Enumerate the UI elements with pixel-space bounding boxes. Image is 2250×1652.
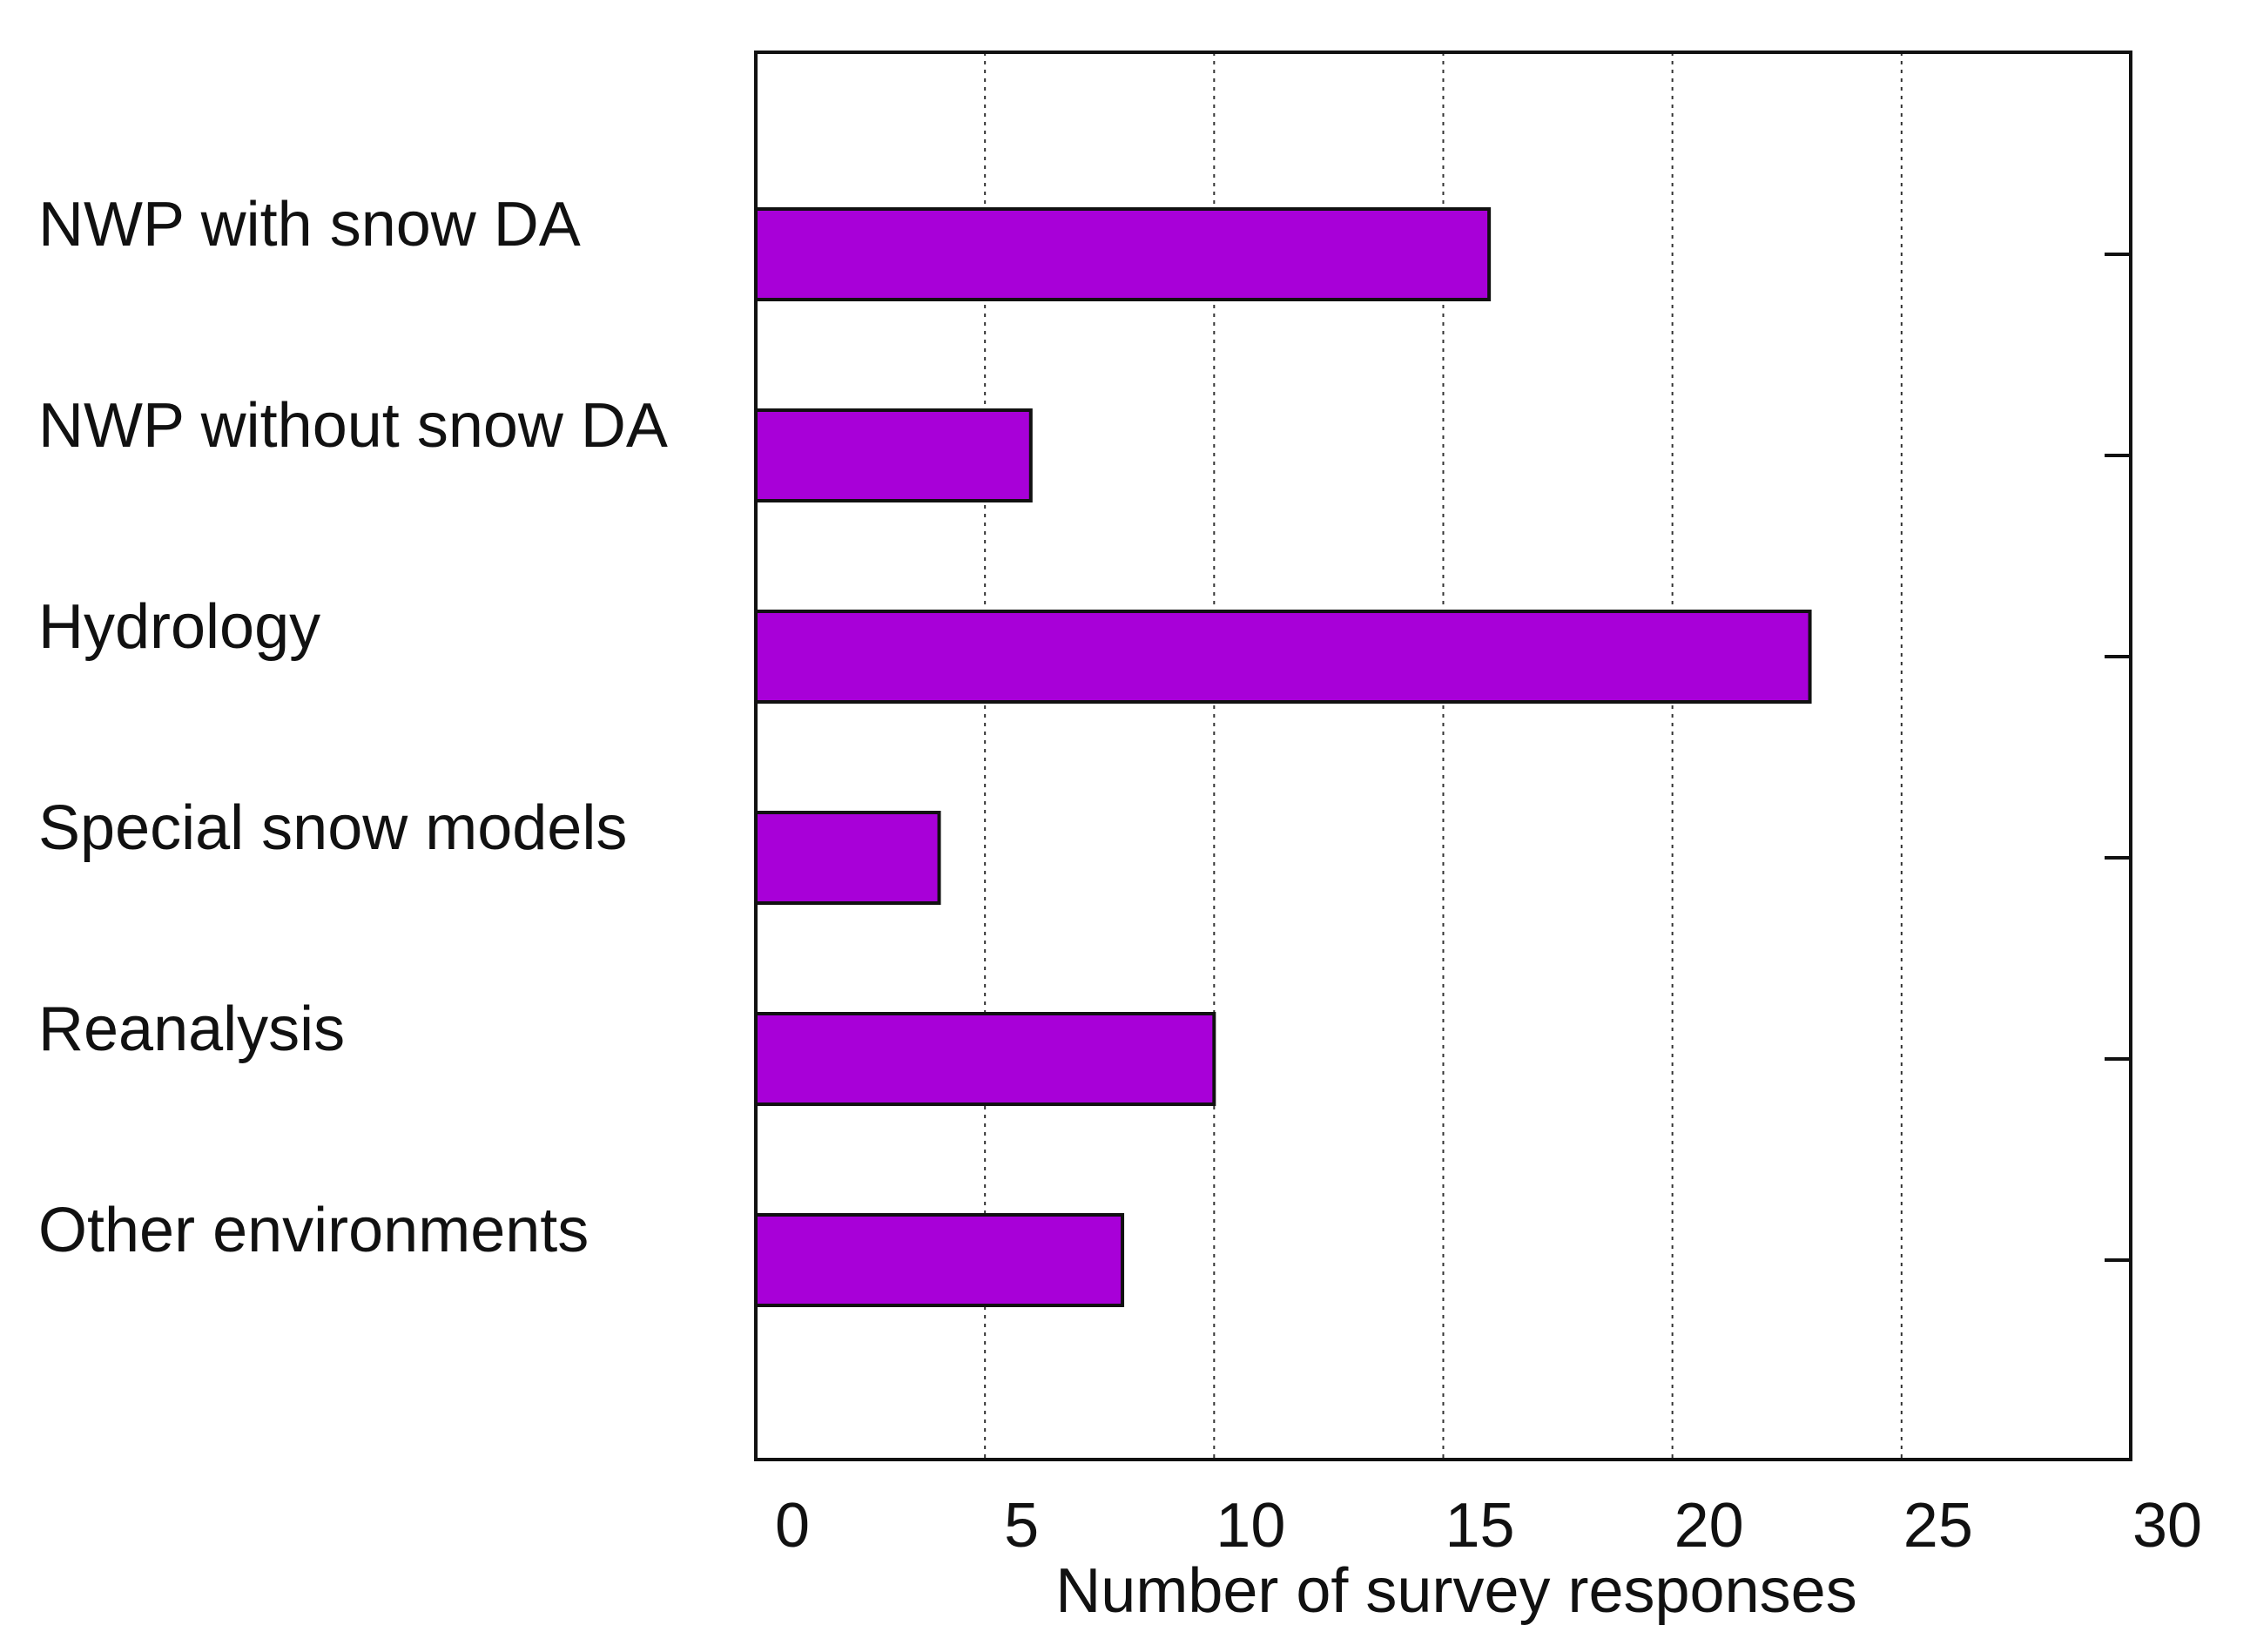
x-tick-label-10: 10 [1216,1491,1285,1561]
bar-0 [754,207,1492,301]
bar-5 [754,1213,1125,1307]
x-tick-labels: 0 5 10 15 20 25 30 [775,1491,2202,1561]
x-tick-label-30: 30 [2132,1491,2202,1561]
category-label-0: NWP with snow DA [38,190,581,260]
bar-4 [754,1012,1216,1106]
category-label-1: NWP without snow DA [38,391,668,461]
category-label-4: Reanalysis [38,995,345,1064]
y-tick-marks [2105,253,2131,1262]
bar-2 [754,610,1812,704]
x-tick-label-15: 15 [1445,1491,1514,1561]
category-label-5: Other environments [38,1196,589,1265]
category-labels: NWP with snow DA NWP without snow DA Hydro… [38,190,668,1265]
x-axis-title: Number of survey responses [1055,1556,1856,1626]
x-tick-label-0: 0 [775,1491,810,1561]
x-tick-label-20: 20 [1674,1491,1744,1561]
plot-frame [754,51,2132,1461]
bars [754,207,1812,1307]
bar-3 [754,811,941,905]
bar-1 [754,408,1033,502]
category-label-2: Hydrology [38,592,320,662]
x-tick-label-5: 5 [1004,1491,1039,1561]
x-tick-label-25: 25 [1903,1491,1973,1561]
category-label-3: Special snow models [38,793,627,863]
